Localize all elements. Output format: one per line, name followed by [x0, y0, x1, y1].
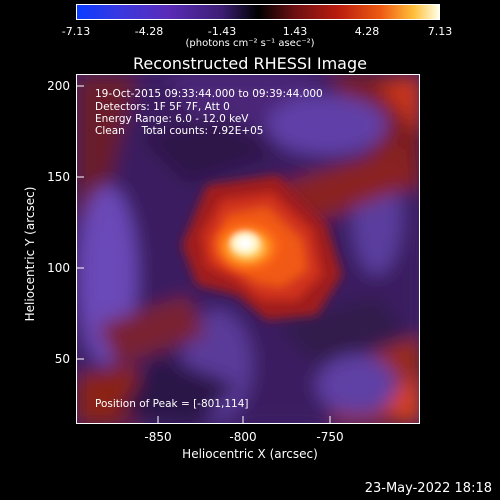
- colorbar-tick: -4.28: [134, 25, 164, 38]
- y-tick: 50: [54, 352, 70, 366]
- y-tick: 100: [47, 261, 70, 275]
- rhessi-image: [76, 74, 420, 424]
- x-axis-label: Heliocentric X (arcsec): [182, 447, 318, 461]
- info-detectors: Detectors: 1F 5F 7F, Att 0: [95, 101, 230, 113]
- colorbar-tick: 7.13: [427, 25, 453, 38]
- colorbar: [76, 4, 440, 20]
- y-axis-label: Heliocentric Y (arcsec): [23, 186, 37, 322]
- x-tick: -850: [144, 430, 172, 444]
- x-tick: -800: [229, 430, 257, 444]
- y-tick: 150: [47, 170, 70, 184]
- info-peak-position: Position of Peak = [-801,114]: [95, 398, 249, 410]
- image-title: Reconstructed RHESSI Image: [133, 54, 367, 73]
- info-time-range: 19-Oct-2015 09:33:44.000 to 09:39:44.000: [95, 88, 323, 100]
- info-energy-range: Energy Range: 6.0 - 12.0 keV: [95, 113, 249, 125]
- x-tick: -750: [316, 430, 344, 444]
- colorbar-tick: -1.43: [207, 25, 237, 38]
- colorbar-tick: 4.28: [354, 25, 380, 38]
- colorbar-tick: 1.43: [282, 25, 308, 38]
- info-clean-counts: Clean Total counts: 7.92E+05: [95, 125, 264, 137]
- y-tick: 200: [47, 79, 70, 93]
- colorbar-tick: -7.13: [61, 25, 91, 38]
- colorbar-units: (photons cm⁻² s⁻¹ asec⁻²): [185, 38, 315, 49]
- image-canvas: [77, 75, 419, 423]
- render-timestamp: 23-May-2022 18:18: [364, 481, 492, 496]
